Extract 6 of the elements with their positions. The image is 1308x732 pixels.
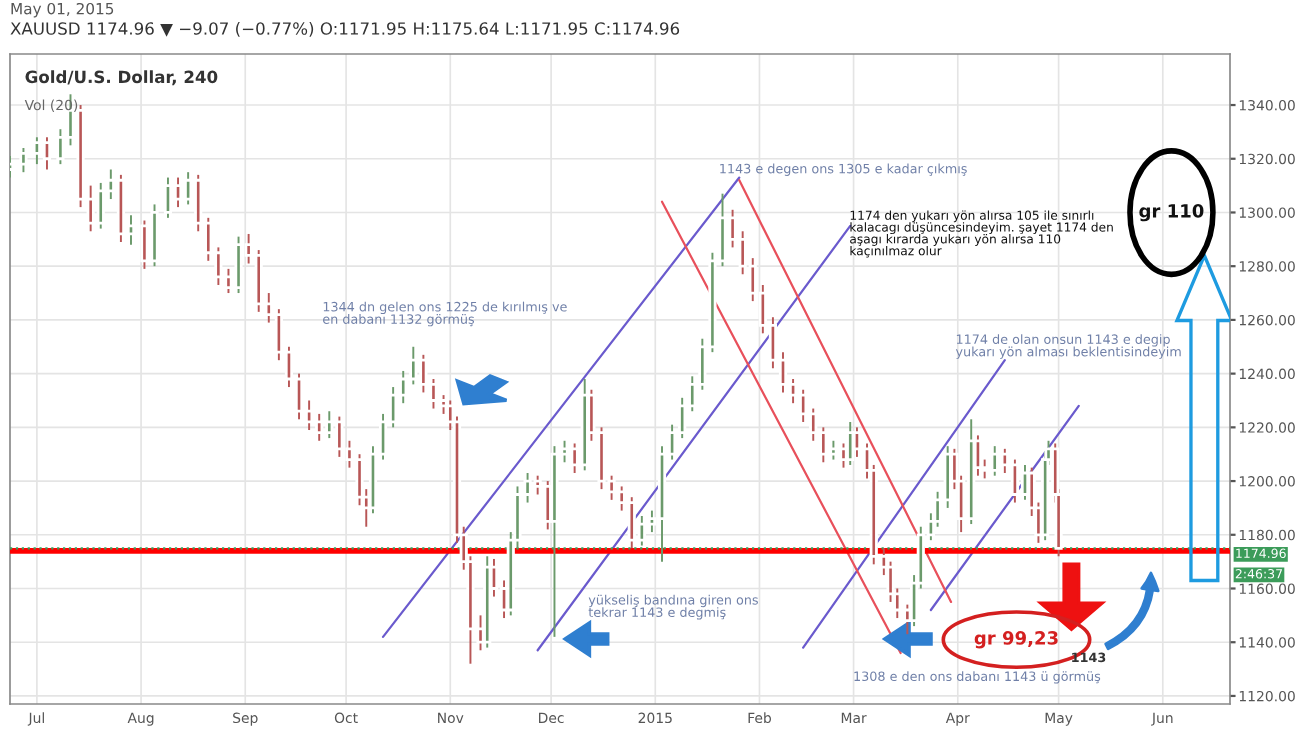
candlestick	[846, 421, 855, 466]
candlestick	[19, 147, 28, 174]
text: Gold/U.S. Dollar, 240	[25, 70, 218, 86]
annotation: gr 99,23	[974, 631, 1058, 649]
chart-subtitle: XAUUSD 1174.96 ▼ −9.07 (−0.77%) O:1171.95 H:1175.64 L:1171.95 C:1174.96	[10, 21, 680, 37]
annotation: gr 110	[1139, 204, 1204, 222]
